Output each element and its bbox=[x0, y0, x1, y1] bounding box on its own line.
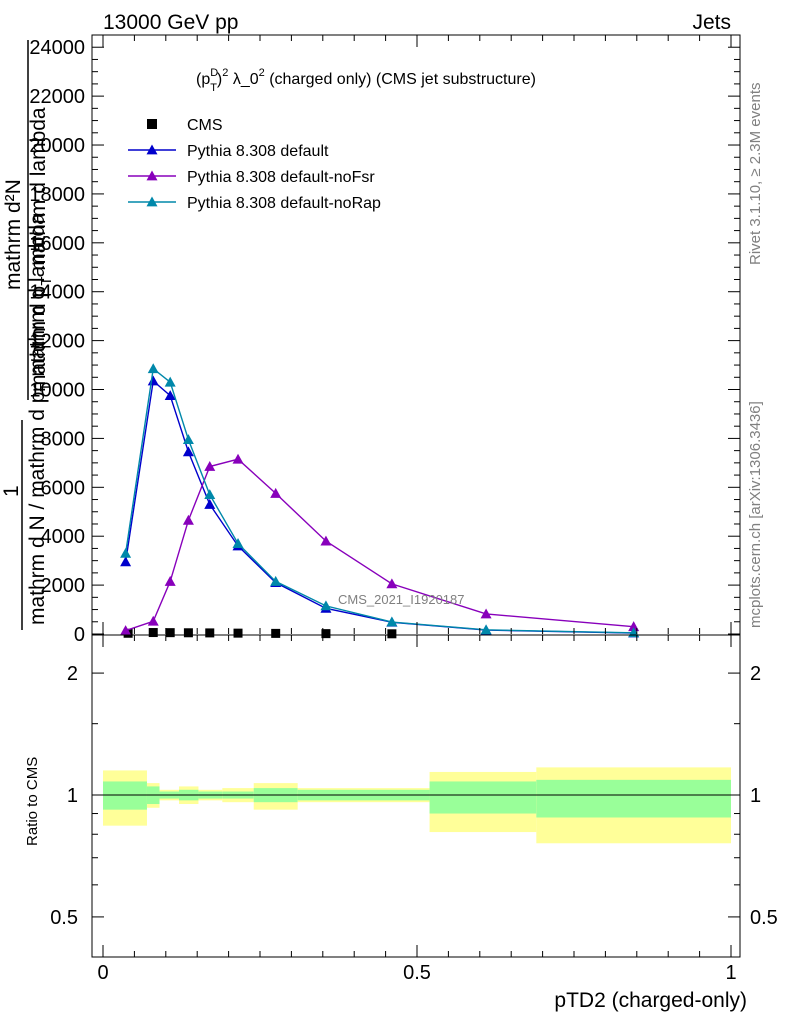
y-tick-label-11: 22000 bbox=[29, 86, 85, 108]
legend-label-0: CMS bbox=[187, 117, 223, 134]
series-point-1 bbox=[164, 390, 176, 401]
x-tick-label-1: 0.5 bbox=[403, 962, 431, 984]
ratio-panel-frame bbox=[91, 634, 741, 958]
ratio-band-inner-0 bbox=[103, 781, 147, 810]
series-point-2 bbox=[386, 578, 398, 589]
series-point-1 bbox=[120, 556, 132, 567]
legend-label-2: Pythia 8.308 default-noFsr bbox=[187, 169, 375, 186]
legend-marker bbox=[146, 144, 158, 155]
series-point-2 bbox=[164, 575, 176, 586]
series-point-1 bbox=[182, 446, 194, 457]
legend-marker bbox=[146, 170, 158, 181]
series-point-1 bbox=[204, 498, 216, 509]
ratio-y-tick-label-2: 2 bbox=[67, 663, 78, 685]
cms-point bbox=[321, 629, 331, 639]
series-point-3 bbox=[120, 547, 132, 558]
y-tick-label-6: 12000 bbox=[29, 331, 85, 353]
series-point-2 bbox=[480, 608, 492, 619]
ratio-y-tick-label-1: 1 bbox=[67, 785, 78, 807]
y-tick-label-2: 4000 bbox=[41, 526, 86, 548]
legend: CMS Pythia 8.308 default Pythia 8.308 defa… bbox=[128, 117, 381, 212]
y-tick-label-0: 0 bbox=[74, 624, 85, 646]
ratio-y-label: Ratio to CMS bbox=[24, 757, 41, 846]
series-point-3 bbox=[270, 575, 282, 586]
series-2 bbox=[120, 453, 640, 635]
legend-label-3: Pythia 8.308 default-noRap bbox=[187, 195, 381, 212]
series-point-3 bbox=[204, 489, 216, 500]
plot-title: (pD T)2 λ_02 (charged only) (CMS jet subs… bbox=[196, 67, 536, 94]
cms-point bbox=[183, 628, 193, 638]
series-point-3 bbox=[386, 616, 398, 627]
ratio-y-tick-label-right-1: 1 bbox=[750, 785, 761, 807]
ticks: 0 2000 4000 6000 8000 10000 12000 14000 16000 180… bbox=[29, 35, 778, 984]
header-right: Jets bbox=[692, 11, 731, 34]
series-point-1 bbox=[147, 375, 159, 386]
series-point-2 bbox=[147, 615, 159, 626]
series-3 bbox=[120, 363, 640, 638]
y-tick-label-9: 18000 bbox=[29, 184, 85, 206]
series-point-3 bbox=[164, 376, 176, 387]
mcplots-label: mcplots.cern.ch [arXiv:1306.3436] bbox=[747, 401, 764, 628]
cms-point bbox=[387, 629, 397, 639]
legend-marker bbox=[146, 196, 158, 207]
y-tick-label-4: 8000 bbox=[41, 428, 86, 450]
ratio-band-inner-9 bbox=[536, 779, 731, 818]
cms-point bbox=[233, 628, 243, 638]
y-axis-label-main: mathrm d N / mathrm d pT mathrm d lambda… bbox=[0, 40, 55, 630]
legend-item-1: Pythia 8.308 default bbox=[128, 143, 329, 160]
x-tick-label-0: 0 bbox=[97, 962, 108, 984]
x-axis-label: pTD2 (charged-only) bbox=[554, 989, 747, 1012]
header-left: 13000 GeV pp bbox=[103, 11, 238, 34]
legend-label-1: Pythia 8.308 default bbox=[187, 143, 329, 160]
ratio-y-tick-label-right-2: 2 bbox=[750, 663, 761, 685]
legend-item-0: CMS bbox=[147, 117, 223, 134]
series-point-2 bbox=[182, 514, 194, 525]
y-tick-label-10: 20000 bbox=[29, 135, 85, 157]
series-point-3 bbox=[480, 624, 492, 635]
ratio-band-inner-8 bbox=[429, 781, 537, 814]
rivet-label: Rivet 3.1.10, ≥ 2.3M events bbox=[747, 83, 764, 266]
series-point-3 bbox=[232, 538, 244, 548]
legend-item-3: Pythia 8.308 default-noRap bbox=[128, 195, 381, 212]
series-point-3 bbox=[320, 600, 332, 611]
watermark: CMS_2021_I1920187 bbox=[338, 592, 465, 607]
series-point-2 bbox=[204, 461, 216, 471]
y-tick-label-12: 24000 bbox=[29, 37, 85, 59]
series-point-3 bbox=[182, 434, 194, 445]
y-tick-label-8: 16000 bbox=[29, 233, 85, 255]
legend-item-2: Pythia 8.308 default-noFsr bbox=[128, 169, 375, 186]
y-tick-label-1: 2000 bbox=[41, 575, 86, 597]
y-tick-label-5: 10000 bbox=[29, 380, 85, 402]
y-label-right-den: mathrm d pT mathrm d lambda bbox=[27, 107, 55, 392]
ratio-y-tick-label-right-0: 0.5 bbox=[750, 907, 778, 929]
cms-point bbox=[165, 628, 175, 638]
y-tick-label-7: 14000 bbox=[29, 282, 85, 304]
ratio-bands bbox=[103, 767, 731, 844]
cms-point bbox=[271, 628, 281, 638]
y-tick-label-3: 6000 bbox=[41, 477, 86, 499]
y-label-left: mathrm d N / mathrm d pT mathrm d lambda bbox=[26, 213, 54, 625]
series-point-3 bbox=[147, 363, 159, 374]
series-point-2 bbox=[320, 535, 332, 546]
series-point-2 bbox=[232, 453, 244, 464]
y-label-one: 1 bbox=[0, 485, 23, 497]
series-point-2 bbox=[120, 625, 132, 635]
series-point-2 bbox=[270, 487, 282, 498]
legend-marker bbox=[147, 119, 157, 129]
cms-point bbox=[205, 628, 215, 638]
cms-point bbox=[148, 628, 158, 638]
ratio-y-tick-label-0: 0.5 bbox=[50, 907, 78, 929]
y-label-right-num: mathrm d²N bbox=[2, 179, 25, 290]
x-tick-label-2: 1 bbox=[725, 962, 736, 984]
